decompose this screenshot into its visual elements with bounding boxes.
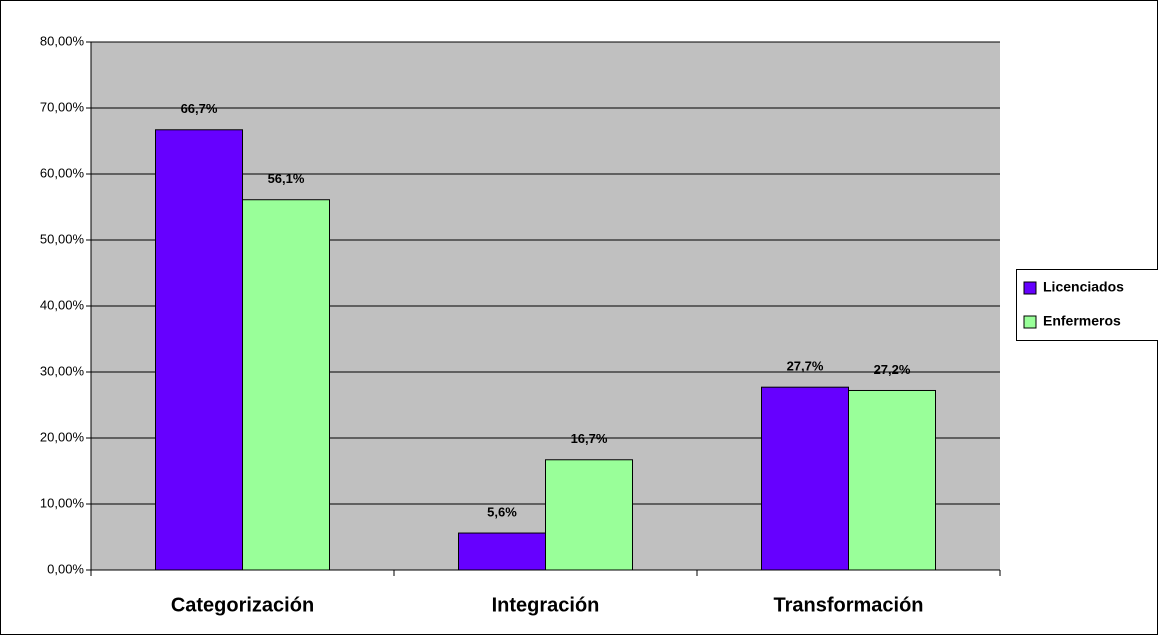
y-tick-label: 20,00%	[40, 429, 85, 444]
bar	[848, 389, 936, 571]
bar	[242, 199, 330, 571]
y-tick-label: 0,00%	[47, 561, 84, 576]
value-label: 56,1%	[268, 171, 305, 186]
value-label: 66,7%	[181, 101, 218, 116]
x-tick-label: Categorización	[171, 594, 314, 616]
bar	[545, 459, 633, 571]
y-tick-label: 70,00%	[40, 99, 85, 114]
y-tick-label: 50,00%	[40, 231, 85, 246]
y-tick-label: 60,00%	[40, 165, 85, 180]
value-label: 27,7%	[787, 359, 824, 374]
y-tick-label: 40,00%	[40, 297, 85, 312]
legend-swatch	[1023, 315, 1037, 329]
y-tick-label: 30,00%	[40, 363, 85, 378]
value-label: 16,7%	[571, 431, 608, 446]
x-tick-label: Integración	[492, 594, 600, 616]
y-tick-label: 10,00%	[40, 495, 85, 510]
legend-swatch	[1023, 281, 1037, 295]
y-tick-label: 80,00%	[40, 33, 85, 48]
bar	[458, 532, 546, 571]
value-label: 5,6%	[487, 504, 517, 519]
legend-box	[1016, 269, 1158, 341]
legend-label: Licenciados	[1043, 279, 1124, 295]
bar	[761, 386, 849, 571]
x-tick-label: Transformación	[773, 594, 923, 616]
value-label: 27,2%	[874, 362, 911, 377]
legend-label: Enfermeros	[1043, 313, 1121, 329]
bar	[155, 129, 243, 571]
